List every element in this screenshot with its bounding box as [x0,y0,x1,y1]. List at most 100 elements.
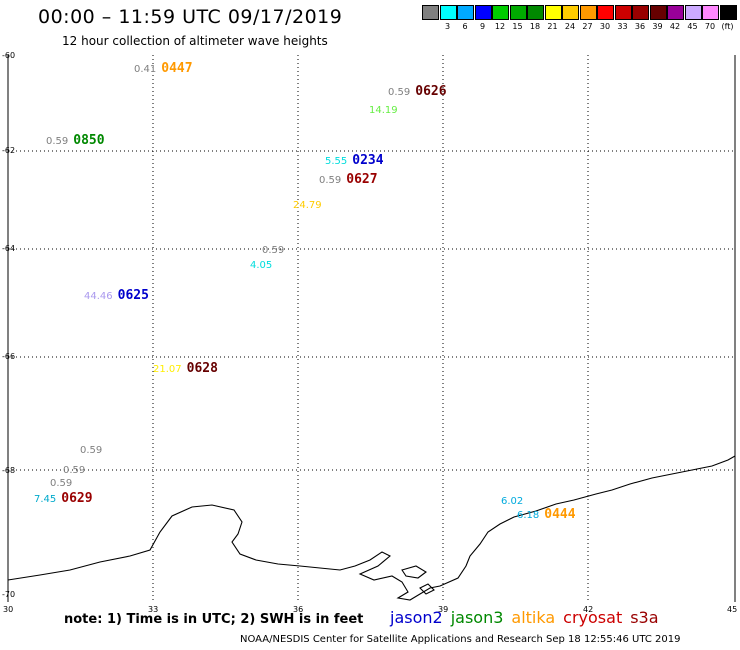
units-note: note: 1) Time is in UTC; 2) SWH is in fe… [64,612,364,627]
observation: 21.07 0628 [153,357,218,376]
color-swatch [509,5,527,20]
observation: 0.59 [63,458,85,477]
observation: 0.59 0627 [319,168,378,187]
wave-height-value: 0.59 [388,87,411,98]
lon-label-36: 36 [293,605,304,614]
wave-height-value: 0.59 [319,175,342,186]
observation: 14.19 [369,98,398,117]
map-subtitle: 12 hour collection of altimeter wave hei… [62,34,328,48]
color-swatch [597,5,614,20]
color-scale-label: 3 [444,22,451,31]
wave-height-value: 0.59 [46,136,69,147]
observation: 24.79 [293,193,322,212]
satellite-legend: jason2 jason3 altika cryosat s3a [390,608,667,627]
color-swatch [527,5,544,20]
color-swatch [649,5,667,20]
pass-time: 0628 [186,361,218,376]
legend-entry-s3a: s3a [630,608,659,627]
observation: 44.46 0625 [84,284,149,303]
antarctic-coastline [7,455,736,601]
color-scale-label: 33 [617,22,628,31]
color-swatch [579,5,597,20]
color-scale-label: 18 [529,22,541,31]
lon-label-42: 42 [583,605,594,614]
wave-height-value: 7.45 [34,494,57,505]
lon-label-33: 33 [148,605,159,614]
observation: 0.59 [80,438,102,457]
lat-label-62: -62 [2,146,16,155]
credit-line: NOAA/NESDIS Center for Satellite Applica… [240,634,681,645]
lon-label-39: 39 [438,605,449,614]
color-scale-label: 6 [462,22,468,31]
pass-time: 0444 [544,507,576,522]
wave-height-value: 0.41 [134,64,157,75]
color-scale-label: 9 [479,22,486,31]
wave-height-value: 44.46 [84,291,113,302]
color-scale-label: (ft) [721,22,734,31]
wave-height-value: 21.07 [153,364,182,375]
color-scale-label: 12 [494,22,506,31]
pass-time: 0850 [73,133,105,148]
color-swatch [562,5,579,20]
lat-label-70: -70 [2,590,16,599]
observation: 0.59 [50,471,72,490]
legend-entry-jason2: jason2 [390,608,443,627]
color-scale-label: 42 [669,22,681,31]
color-scale-label: 21 [547,22,558,31]
wave-height-value: 0.59 [80,445,103,456]
color-swatch [719,5,737,20]
observation: 0.59 0626 [388,80,447,99]
color-swatch [632,5,649,20]
pass-time: 0447 [161,61,193,76]
pass-time: 0627 [346,172,378,187]
color-swatch [422,5,439,20]
color-scale-label: 70 [704,22,716,31]
color-scale-label: 36 [634,22,646,31]
observation: 6.18 0444 [517,503,576,522]
observation: 0.59 [262,238,284,257]
wave-height-value: 6.18 [517,510,540,521]
wave-height-value: 6.02 [501,496,524,507]
observation: 4.05 [250,253,272,272]
color-scale-label: 45 [687,22,698,31]
pass-time: 0629 [61,491,93,506]
pass-time: 0625 [117,288,149,303]
color-swatch [457,5,474,20]
color-scale-label: 39 [652,22,663,31]
color-swatch [667,5,684,20]
pass-time: 0626 [415,84,447,99]
map-frame [7,55,736,602]
wave-height-value: 4.05 [250,260,273,271]
color-scale-label: 15 [512,22,523,31]
lat-label-68: -68 [2,466,16,475]
observation: 5.55 0234 [325,149,384,168]
color-swatch [702,5,719,20]
legend-entry-altika: altika [511,608,556,627]
legend-entry-cryosat: cryosat [563,608,623,627]
observation: 7.45 0629 [34,487,93,506]
graticule [8,55,735,602]
color-scale-label: 27 [582,22,593,31]
color-swatch [492,5,509,20]
wave-height-value: 0.59 [50,478,73,489]
color-scale-label: 30 [599,22,611,31]
lon-label-45: 45 [727,605,738,614]
observation: 0.41 0447 [134,57,193,76]
lat-label-64: -64 [2,244,16,253]
color-swatch [439,5,457,20]
wave-height-value: 5.55 [325,156,348,167]
color-swatch [614,5,632,20]
color-scale-label: 24 [564,22,576,31]
legend-entry-jason3: jason3 [450,608,504,627]
pass-time: 0234 [352,153,384,168]
map-title: 00:00 – 11:59 UTC 09/17/2019 [38,6,343,28]
lat-label-66: -66 [2,352,16,361]
wave-height-value: 24.79 [293,200,322,211]
wave-height-value: 0.59 [63,465,86,476]
wave-height-value: 14.19 [369,105,398,116]
color-swatch [544,5,562,20]
wave-height-value: 0.59 [262,245,285,256]
observation: 6.02 [501,489,523,508]
lat-label-60: -60 [2,51,16,60]
